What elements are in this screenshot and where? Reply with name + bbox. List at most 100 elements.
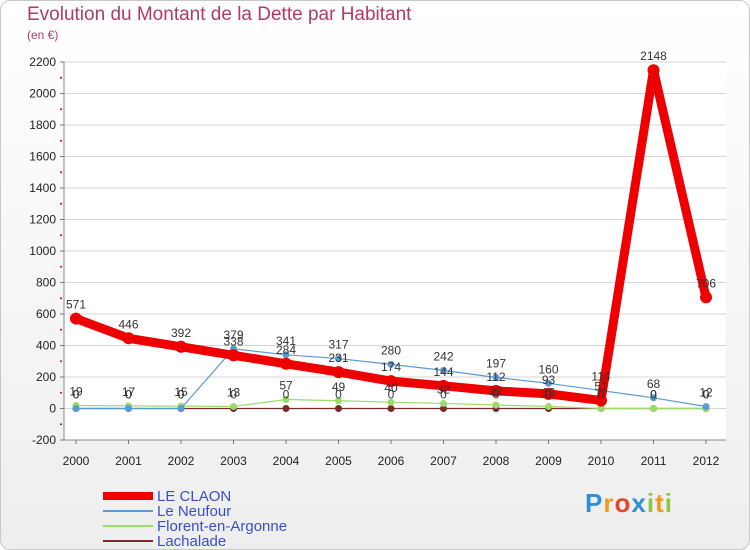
legend-label-florent-en-argonne: Florent-en-Argonne — [157, 517, 288, 535]
data-point-le-neufour-2001 — [125, 405, 132, 412]
data-label-lachalade-2010: 0 — [598, 388, 605, 402]
y-axis-unit: (en €) — [27, 28, 59, 42]
legend-label-lachalade: Lachalade — [157, 532, 227, 550]
data-label-florent-en-argonne-2004: 57 — [279, 379, 293, 393]
data-point-le-neufour-2007 — [440, 366, 447, 374]
data-label-florent-en-argonne-2010: 0 — [598, 388, 605, 402]
legend-label-le-claon: LE CLAON — [157, 487, 232, 505]
y-minor-tick — [60, 234, 62, 237]
x-tick-label-2000: 2000 — [63, 454, 90, 468]
data-point-florent-en-argonne-2004 — [282, 396, 290, 404]
logo-letter: o — [614, 488, 632, 518]
data-point-le-neufour-2004 — [282, 351, 290, 359]
y-tick-label-2000: 2000 — [29, 87, 56, 101]
data-point-le-claon-2002 — [175, 340, 187, 353]
x-tick-label-2002: 2002 — [168, 454, 195, 468]
logo-letter: x — [631, 488, 647, 518]
data-label-le-claon-2011: 2148 — [640, 49, 667, 63]
data-label-le-claon-2001: 446 — [118, 317, 138, 331]
y-tick-label-400: 400 — [36, 339, 56, 353]
data-label-le-neufour-2011: 68 — [647, 377, 661, 391]
logo-letter: t — [655, 488, 665, 518]
proxiti-logo: Proxiti — [585, 488, 673, 519]
y-minor-tick — [60, 108, 62, 111]
y-minor-tick — [60, 139, 62, 142]
data-label-le-neufour-2000: 0 — [73, 388, 80, 402]
data-label-le-neufour-2008: 197 — [486, 356, 506, 370]
data-point-le-claon-2011 — [647, 64, 660, 77]
data-point-florent-en-argonne-2007 — [440, 399, 447, 407]
data-label-le-neufour-2002: 0 — [178, 388, 185, 402]
data-label-lachalade-2006: 0 — [388, 388, 395, 402]
y-tick-label-1600: 1600 — [29, 150, 56, 164]
y-minor-tick — [60, 265, 62, 268]
data-label-lachalade-2005: 0 — [335, 388, 342, 402]
data-point-florent-en-argonne-2009 — [545, 402, 552, 410]
y-minor-tick — [60, 360, 62, 363]
y-minor-tick — [60, 76, 62, 79]
legend-swatch-florent-en-argonne — [103, 525, 153, 527]
data-point-le-claon-2001 — [122, 332, 135, 345]
data-label-le-neufour-2009: 160 — [538, 362, 558, 376]
data-point-florent-en-argonne-2010 — [597, 405, 605, 412]
data-label-lachalade-2009: 0 — [545, 388, 552, 402]
data-point-lachalade-2006 — [387, 405, 395, 412]
y-minor-tick — [60, 171, 62, 174]
data-label-le-neufour-2001: 0 — [125, 388, 132, 402]
data-label-lachalade-2001: 0 — [125, 388, 132, 402]
data-label-lachalade-2012: 0 — [703, 388, 710, 402]
data-label-le-claon-2002: 392 — [171, 326, 191, 340]
data-label-le-claon-2007: 144 — [433, 365, 453, 379]
data-label-le-claon-2000: 571 — [66, 298, 86, 312]
data-label-lachalade-2011: 0 — [650, 388, 657, 402]
data-label-le-neufour-2010: 114 — [591, 370, 610, 384]
data-label-lachalade-2002: 0 — [178, 388, 185, 402]
data-point-florent-en-argonne-2006 — [387, 398, 395, 406]
data-point-le-neufour-2009 — [545, 379, 552, 387]
y-tick-label-2200: 2200 — [29, 55, 56, 69]
data-label-le-claon-2006: 174 — [381, 360, 401, 374]
data-label-florent-en-argonne-2011: 0 — [650, 388, 657, 402]
data-point-le-claon-2005 — [332, 366, 345, 379]
data-label-lachalade-2007: 0 — [440, 388, 447, 402]
logo-letter: i — [664, 488, 673, 518]
data-point-le-neufour-2006 — [387, 360, 395, 368]
y-tick-label-1000: 1000 — [29, 244, 56, 258]
data-point-le-claon-2010 — [595, 394, 607, 407]
data-label-florent-en-argonne-2012: 0 — [703, 388, 710, 402]
data-point-le-neufour-2012 — [702, 403, 710, 411]
data-point-le-neufour-2008 — [492, 373, 500, 381]
data-point-le-neufour-2000 — [72, 405, 80, 412]
data-point-florent-en-argonne-2005 — [335, 397, 342, 405]
data-point-le-claon-2004 — [280, 357, 292, 370]
data-label-le-claon-2009: 93 — [542, 373, 556, 387]
x-tick-label-2004: 2004 — [273, 454, 300, 468]
x-tick-label-2001: 2001 — [115, 454, 142, 468]
data-label-florent-en-argonne-2008: 22 — [489, 384, 503, 398]
x-tick-label-2008: 2008 — [483, 454, 510, 468]
chart-title: Evolution du Montant de la Dette par Hab… — [27, 4, 412, 25]
y-minor-tick — [60, 328, 62, 331]
y-tick-label-1800: 1800 — [29, 118, 56, 132]
legend-item-lachalade: Lachalade — [103, 533, 226, 549]
y-tick-label-200: 200 — [36, 370, 56, 384]
logo-letter: i — [646, 488, 656, 518]
logo-letter: r — [603, 488, 615, 518]
data-label-le-claon-2008: 112 — [486, 370, 505, 384]
data-point-lachalade-2005 — [335, 405, 342, 412]
x-tick-label-2012: 2012 — [693, 454, 720, 468]
legend-swatch-lachalade — [103, 540, 153, 542]
data-label-le-claon-2004: 284 — [276, 343, 296, 357]
data-label-le-claon-2010: 51 — [594, 379, 608, 393]
data-point-lachalade-2007 — [440, 405, 447, 412]
data-point-le-claon-2007 — [437, 379, 450, 392]
y-tick-label-1200: 1200 — [29, 213, 56, 227]
data-point-le-neufour-2005 — [335, 355, 342, 363]
data-label-lachalade-2000: 0 — [73, 388, 80, 402]
data-label-lachalade-2008: 0 — [493, 388, 500, 402]
legend-label-le-neufour: Le Neufour — [157, 502, 232, 520]
data-point-le-claon-2008 — [490, 384, 502, 397]
legend-swatch-le-claon — [103, 492, 153, 500]
data-point-florent-en-argonne-2003 — [230, 402, 237, 410]
